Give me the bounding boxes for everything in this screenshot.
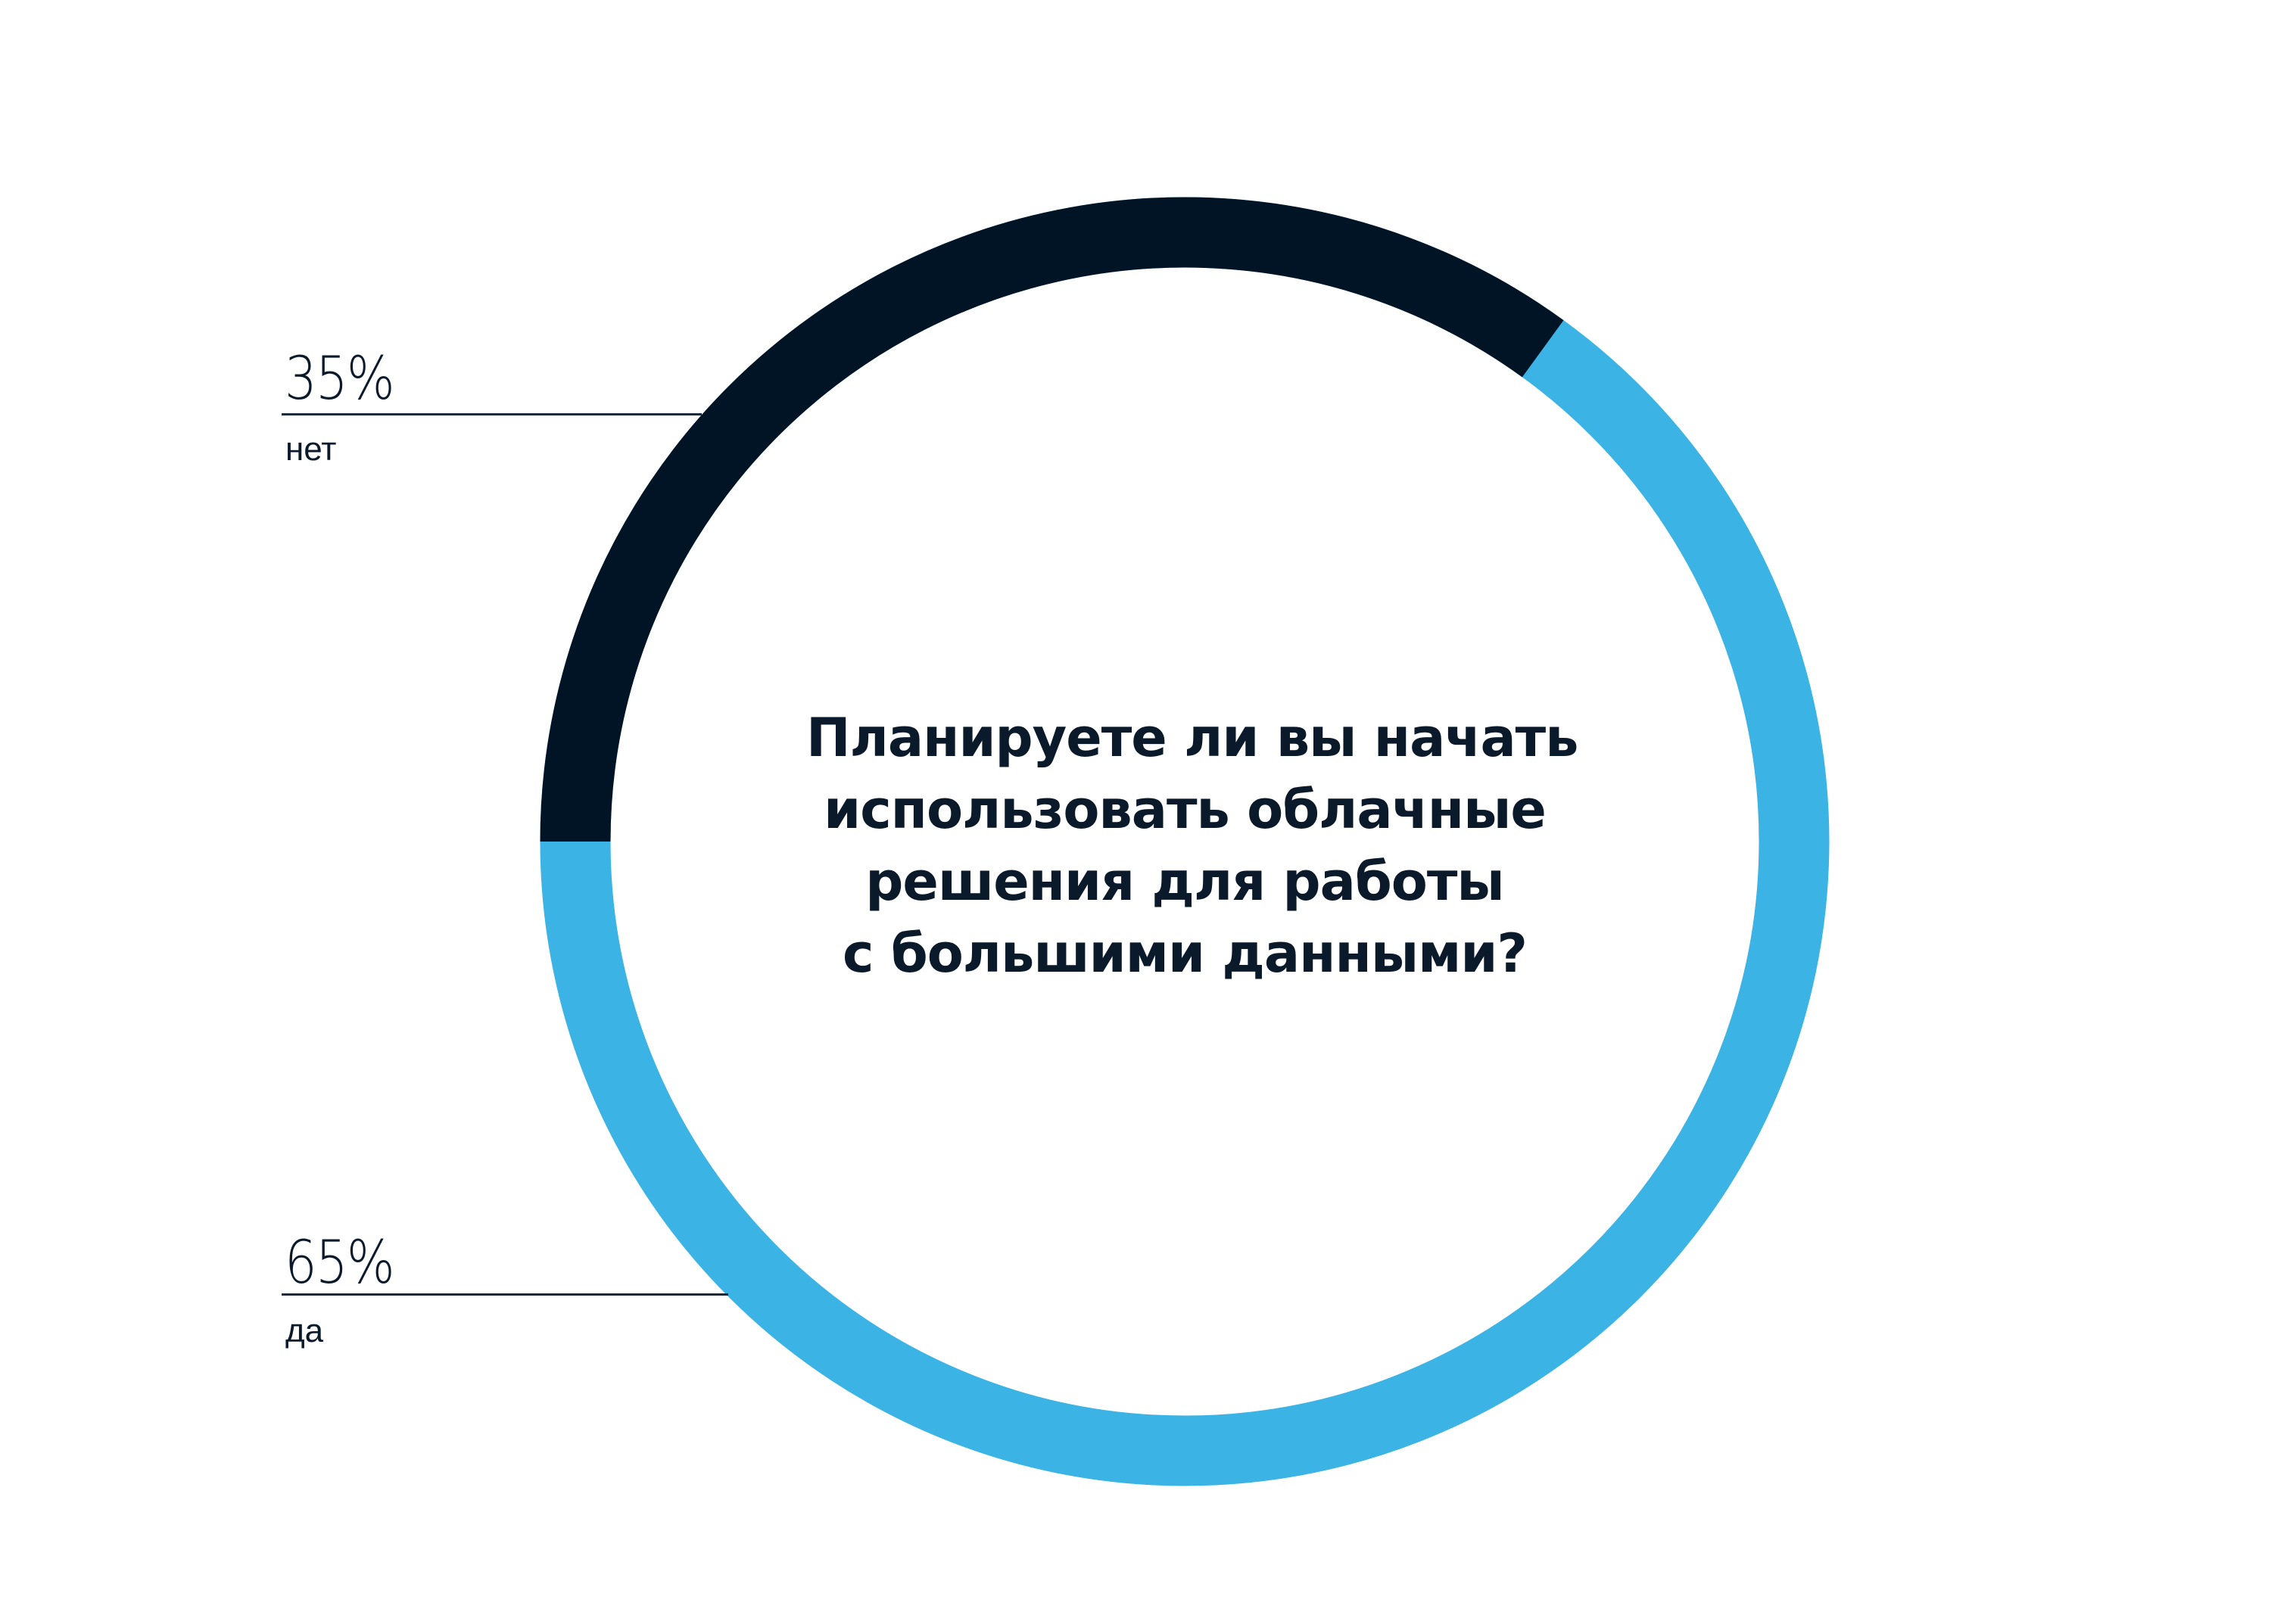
question-line-4: с большими данными? [842,923,1528,985]
question-line-3: решения для работы [865,851,1504,913]
legend-divider-no [282,413,702,415]
donut-segment-no [540,197,1564,842]
legend-label-yes: да [285,1312,324,1349]
legend-percent-yes: 65% [285,1229,395,1297]
legend-divider-yes [282,1293,728,1296]
legend-percent-no: 35% [285,345,395,413]
chart-question-title: Планируете ли вы начать использовать обл… [806,702,1579,990]
question-line-1: Планируете ли вы начать [806,707,1579,769]
question-line-2: использовать облачные [824,779,1547,841]
legend-label-no: нет [285,431,337,468]
